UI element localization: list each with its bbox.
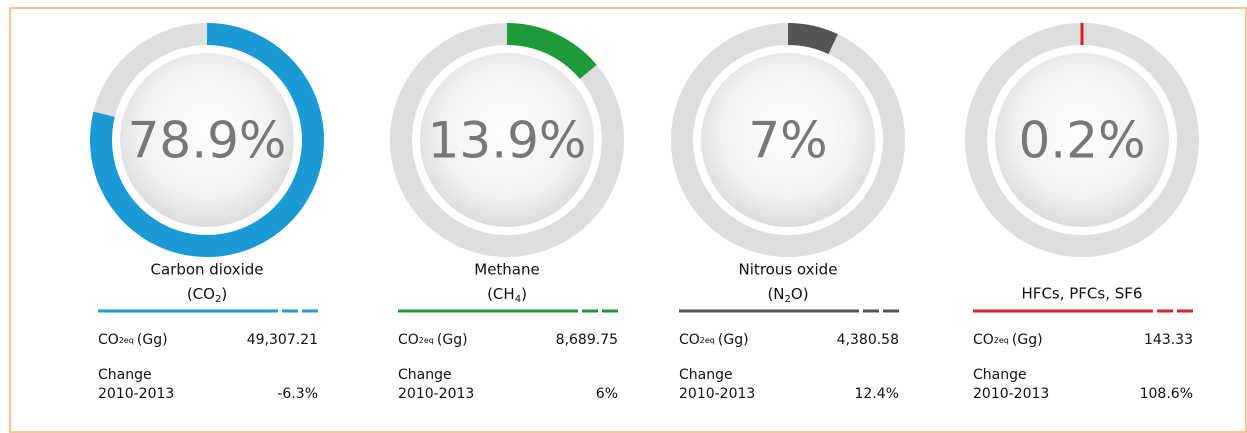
change-label: 2010-2013 <box>98 386 174 402</box>
formula-part: ) <box>521 285 527 303</box>
formula-part: 4 <box>515 294 521 305</box>
label-part: (Gg) <box>437 332 468 348</box>
gauge-arc <box>787 23 838 55</box>
label-part: CO <box>973 332 994 348</box>
co2eq-label: CO2eq (Gg) <box>398 332 468 348</box>
gauge-inner <box>420 53 594 227</box>
change-label: Change <box>973 367 1027 383</box>
co2eq-value: 8,689.75 <box>556 332 618 348</box>
label-part: 2eq <box>119 336 134 345</box>
gauge-inner <box>120 53 294 227</box>
gauge-arc <box>506 23 597 80</box>
formula-part: 2 <box>785 294 791 305</box>
change-value: 108.6% <box>1140 386 1193 402</box>
change-label: 2010-2013 <box>679 386 755 402</box>
label-part: (Gg) <box>1012 332 1043 348</box>
change-label: Change <box>679 367 733 383</box>
label-part: CO <box>398 332 419 348</box>
change-label: 2010-2013 <box>398 386 474 402</box>
label-part: 2eq <box>419 336 434 345</box>
change-label: Change <box>398 367 452 383</box>
co2eq-value: 4,380.58 <box>837 332 899 348</box>
change-label: Change <box>98 367 152 383</box>
gauge-value: 0.2% <box>1018 112 1145 170</box>
frame <box>9 7 1247 433</box>
formula-part: (CO <box>187 285 215 303</box>
gauge-inner <box>701 53 875 227</box>
label-part: CO <box>679 332 700 348</box>
change-value: 12.4% <box>855 386 899 402</box>
gas-formula: (CO2) <box>187 285 227 306</box>
gauge-value: 78.9% <box>128 112 287 170</box>
gauge-value: 7% <box>748 112 827 170</box>
change-value: -6.3% <box>277 386 318 402</box>
label-part: (Gg) <box>718 332 749 348</box>
formula-part: O) <box>791 285 809 303</box>
formula-part: ) <box>221 285 227 303</box>
gas-name: Nitrous oxide <box>739 261 838 279</box>
formula-part: 2 <box>215 294 221 305</box>
gas-formula: (CH4) <box>487 285 527 306</box>
gas-formula: (N2O) <box>767 285 808 306</box>
co2eq-label: CO2eq (Gg) <box>98 332 168 348</box>
gas-name: Methane <box>474 261 540 279</box>
formula-part: (CH <box>487 285 515 303</box>
co2eq-value: 143.33 <box>1144 332 1193 348</box>
label-part: CO <box>98 332 119 348</box>
gas-name: HFCs, PFCs, SF6 <box>1022 285 1143 303</box>
label-part: 2eq <box>700 336 715 345</box>
label-part: 2eq <box>994 336 1009 345</box>
co2eq-value: 49,307.21 <box>247 332 318 348</box>
label-part: (Gg) <box>137 332 168 348</box>
co2eq-label: CO2eq (Gg) <box>973 332 1043 348</box>
gauge-inner <box>995 53 1169 227</box>
formula-part: (N <box>767 285 784 303</box>
change-value: 6% <box>596 386 618 402</box>
co2eq-label: CO2eq (Gg) <box>679 332 749 348</box>
gas-name: Carbon dioxide <box>150 261 263 279</box>
change-label: 2010-2013 <box>973 386 1049 402</box>
gauge-value: 13.9% <box>428 112 587 170</box>
gauge-arc <box>90 23 324 257</box>
